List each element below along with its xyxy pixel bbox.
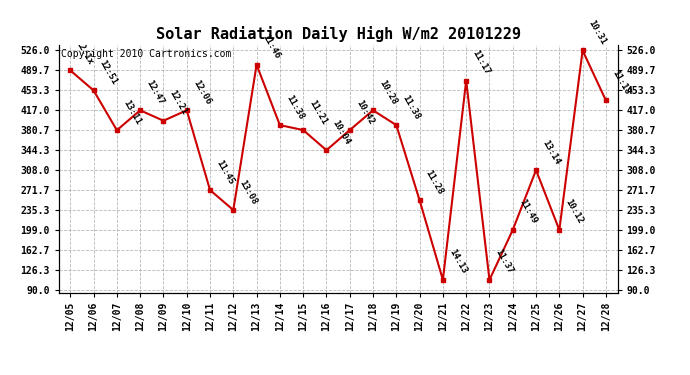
Text: 13:08: 13:08 xyxy=(237,178,259,206)
Text: 11:37: 11:37 xyxy=(493,248,515,276)
Text: 10:42: 10:42 xyxy=(354,98,375,126)
Text: 10:31: 10:31 xyxy=(586,18,608,46)
Text: 13:11: 13:11 xyxy=(121,98,142,126)
Title: Solar Radiation Daily High W/m2 20101229: Solar Radiation Daily High W/m2 20101229 xyxy=(156,27,520,42)
Text: 11:45: 11:45 xyxy=(214,158,235,186)
Text: 12:21: 12:21 xyxy=(168,89,189,117)
Text: 11:18: 11:18 xyxy=(610,69,631,96)
Text: 11:46: 11:46 xyxy=(261,33,282,61)
Text: 10:04: 10:04 xyxy=(331,118,352,146)
Text: 14:13: 14:13 xyxy=(447,248,469,276)
Text: 11:21: 11:21 xyxy=(307,98,328,126)
Text: 11:17: 11:17 xyxy=(471,49,491,76)
Text: Copyright 2010 Cartronics.com: Copyright 2010 Cartronics.com xyxy=(61,49,232,59)
Text: 13:14: 13:14 xyxy=(540,138,562,166)
Text: 10:12: 10:12 xyxy=(564,198,584,226)
Text: 12:47: 12:47 xyxy=(144,78,166,106)
Text: 12:51: 12:51 xyxy=(98,58,119,86)
Text: 10:28: 10:28 xyxy=(377,78,398,106)
Text: 11:38: 11:38 xyxy=(284,93,305,121)
Text: 12:1x: 12:1x xyxy=(73,39,95,66)
Text: 11:28: 11:28 xyxy=(424,168,445,196)
Text: 11:49: 11:49 xyxy=(517,198,538,226)
Text: 11:38: 11:38 xyxy=(400,93,422,121)
Text: 12:06: 12:06 xyxy=(191,78,212,106)
